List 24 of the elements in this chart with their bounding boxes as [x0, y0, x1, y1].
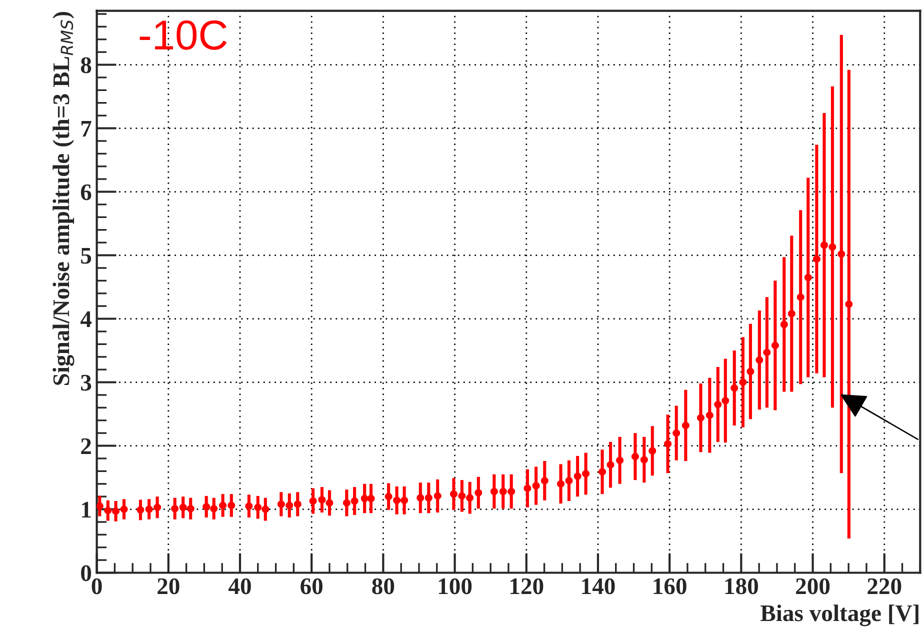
y-tick-label: 4 [80, 311, 92, 327]
x-tick-label: 0 [92, 578, 102, 594]
x-tick-label: 100 [438, 578, 472, 594]
y-tick-label: 1 [82, 502, 91, 518]
x-tick-label: 120 [510, 578, 544, 594]
y-tick-label: 5 [81, 248, 92, 264]
x-axis-title: Bias voltage [V] [760, 604, 918, 626]
x-tick-label: 80 [372, 578, 394, 594]
x-tick-label: 160 [654, 578, 686, 594]
y-tick-label: 2 [81, 438, 91, 454]
x-tick-label: 220 [868, 578, 902, 594]
x-tick-label: 60 [300, 578, 322, 594]
x-tick-label: 180 [725, 578, 758, 594]
y-tick-label: 3 [81, 374, 92, 391]
annotation: -10C [140, 20, 227, 50]
y-axis-title: Signal/Noise amplitude (th=3 BL$_{RMS}$) [52, 12, 74, 385]
x-tick-label: 200 [796, 578, 830, 594]
y-tick-label: 7 [81, 121, 92, 136]
x-tick-label: 40 [228, 578, 251, 594]
y-tick-label: 8 [80, 57, 92, 74]
y-tick-label: 6 [80, 184, 92, 200]
y-tick-label: 0 [81, 565, 92, 582]
x-tick-label: 140 [582, 578, 615, 594]
x-tick-label: 20 [158, 578, 180, 594]
